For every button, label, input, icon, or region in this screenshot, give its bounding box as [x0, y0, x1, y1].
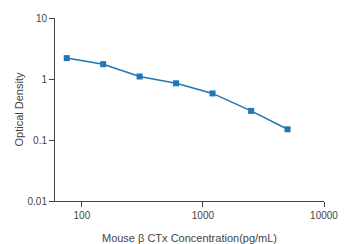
svg-text:100: 100	[74, 210, 91, 221]
svg-text:Mouse β CTx Concentration(pg/m: Mouse β CTx Concentration(pg/mL)	[102, 232, 277, 244]
svg-text:0.01: 0.01	[28, 196, 48, 207]
svg-text:1: 1	[41, 74, 47, 85]
svg-text:10: 10	[36, 13, 48, 24]
svg-text:Optical Density: Optical Density	[13, 72, 25, 146]
svg-text:0.1: 0.1	[33, 135, 47, 146]
svg-text:10000: 10000	[310, 210, 338, 221]
svg-text:1000: 1000	[192, 210, 215, 221]
